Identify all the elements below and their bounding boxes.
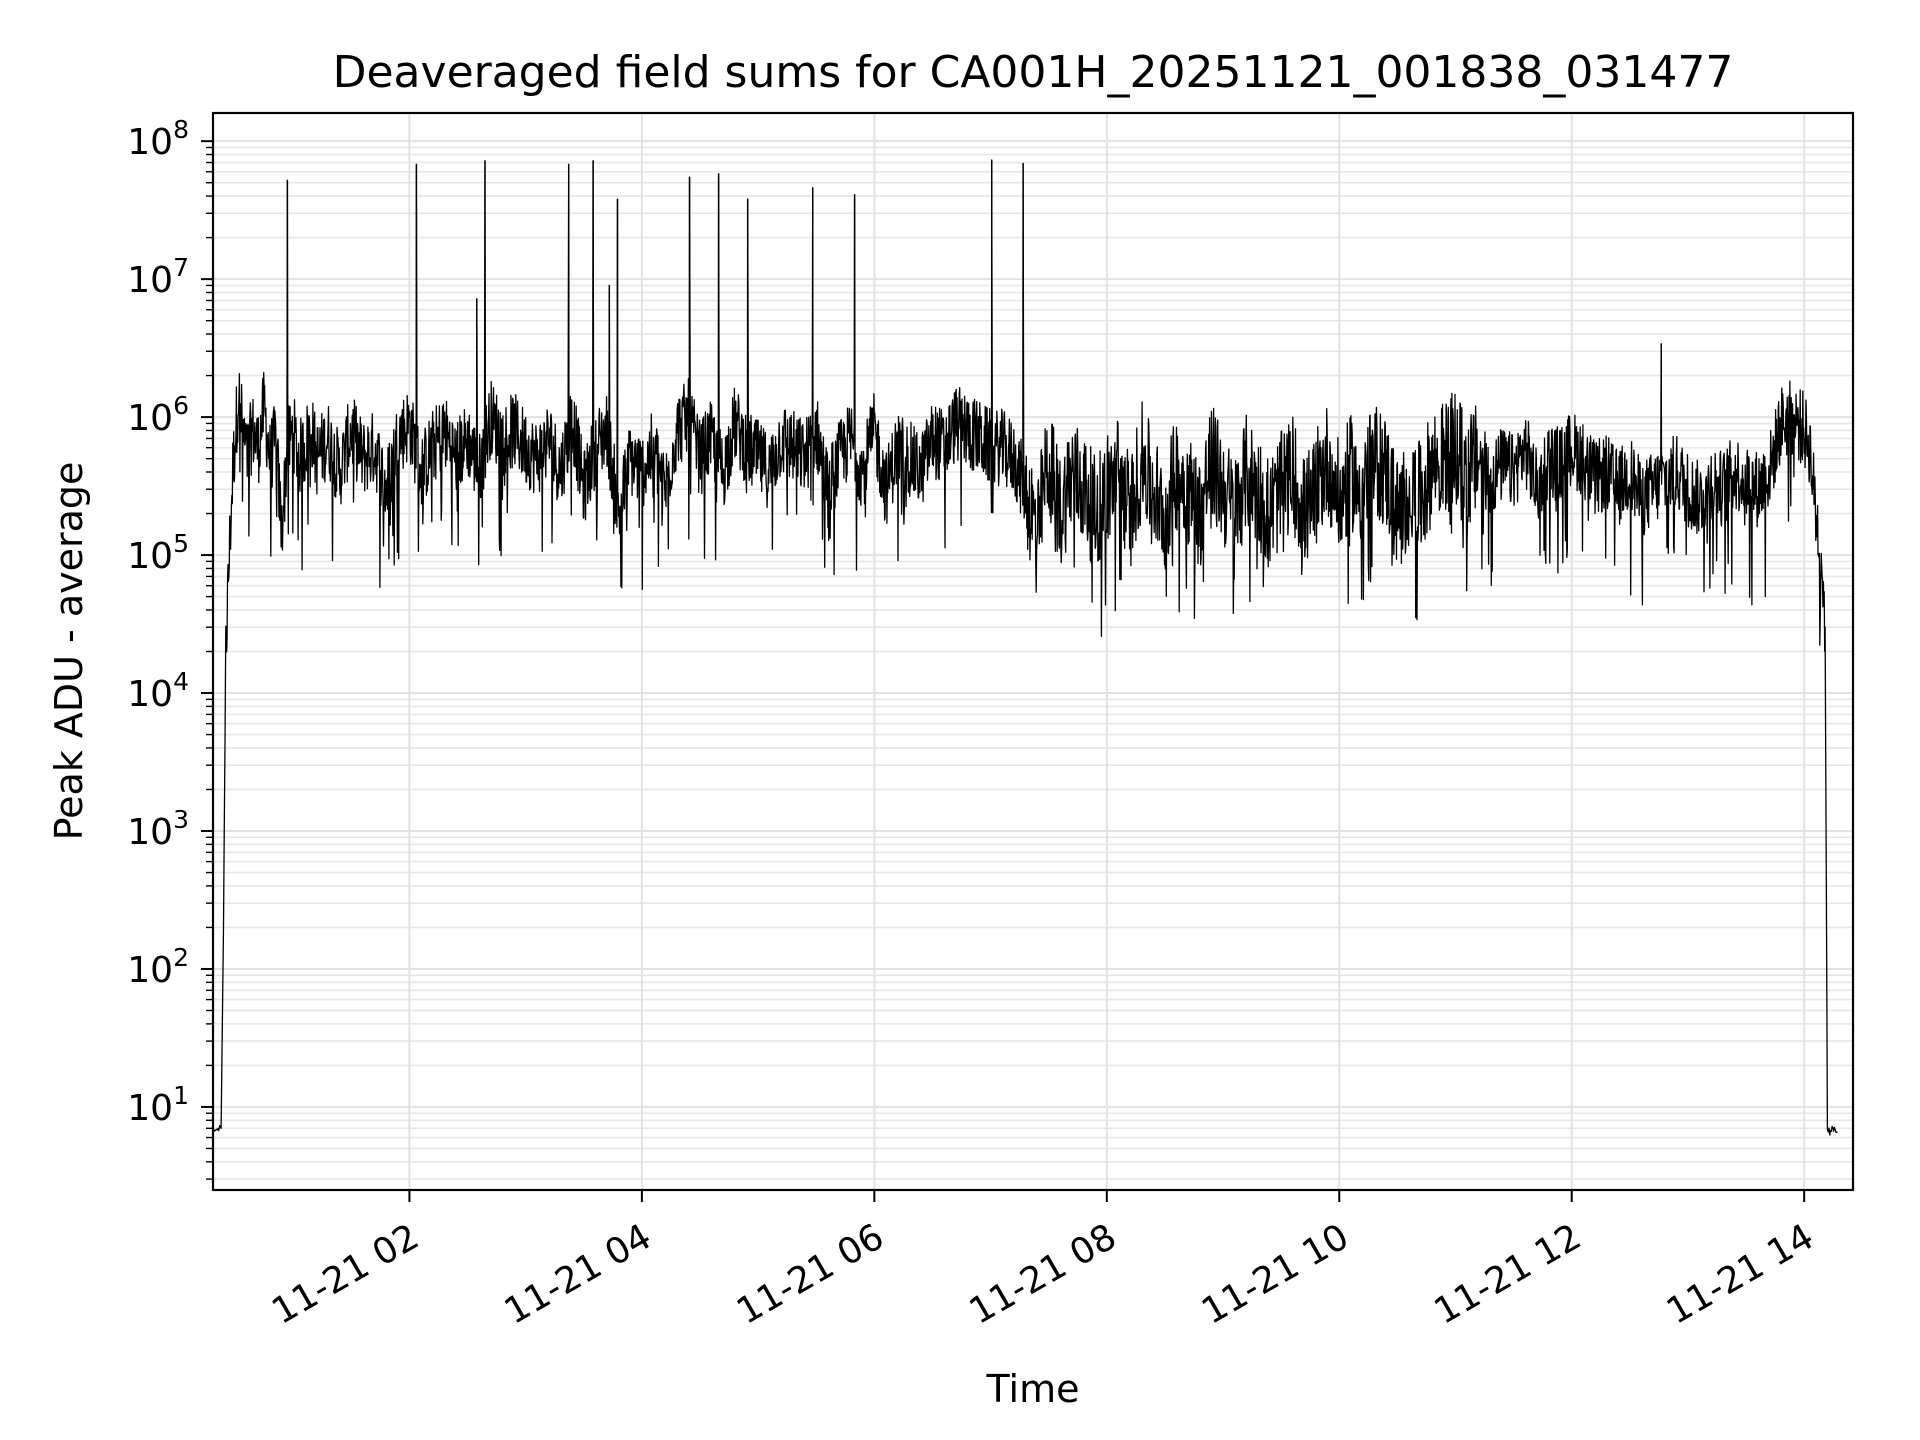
- y-axis-label: Peak ADU - average: [47, 462, 91, 841]
- y-tick-label: 103: [127, 805, 189, 853]
- y-tick-label: 106: [127, 391, 189, 439]
- y-tick-label: 108: [127, 115, 189, 163]
- grid: [213, 113, 1853, 1190]
- y-tick-label: 104: [127, 667, 189, 715]
- chart-title: Deaveraged field sums for CA001H_2025112…: [333, 47, 1734, 98]
- y-tick-label: 107: [127, 253, 189, 301]
- y-tick-label: 101: [127, 1081, 189, 1129]
- series-layer: [212, 159, 1838, 1136]
- y-axis: 101 102 103 104 105 106 107 108: [127, 115, 213, 1180]
- y-tick-label: 102: [127, 943, 189, 991]
- y-tick-label: 105: [127, 529, 189, 577]
- x-axis-label: Time: [986, 1367, 1080, 1411]
- series-line: [212, 159, 1838, 1136]
